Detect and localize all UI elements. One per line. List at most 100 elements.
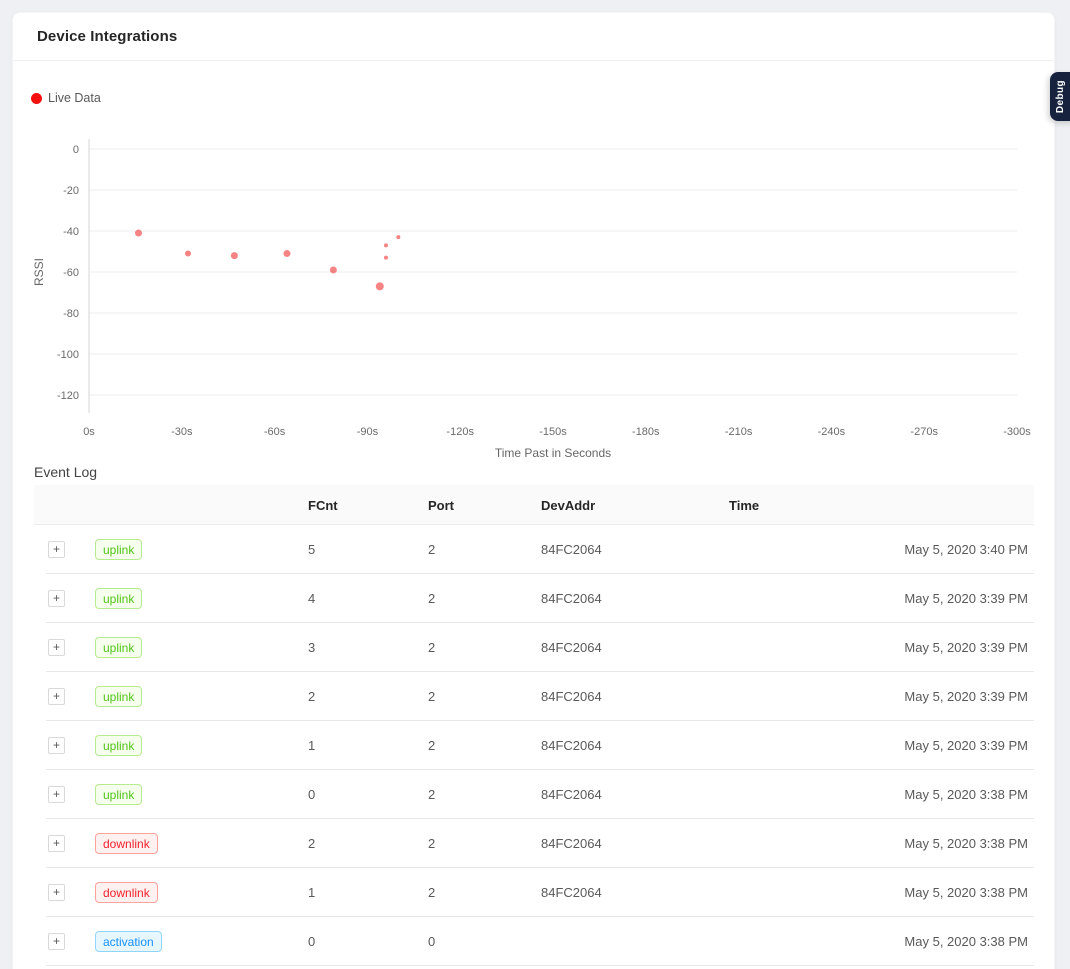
event-log-row: + downlink 1 2 84FC2064 May 5, 2020 3:38 PM [34,868,1034,917]
expand-row-button[interactable]: + [48,590,65,607]
event-log-table-header: FCnt Port DevAddr Time [34,485,1034,525]
expand-row-button[interactable]: + [48,786,65,803]
y-tick-label: -40 [63,226,79,238]
row-divider [46,965,1034,966]
data-point [330,266,337,273]
event-type-badge: uplink [95,784,142,805]
fcnt-cell: 2 [308,819,315,868]
x-tick-label: -210s [725,426,753,438]
time-cell: May 5, 2020 3:38 PM [904,917,1028,966]
x-tick-label: -30s [171,426,193,438]
devaddr-cell: 84FC2064 [541,770,602,819]
fcnt-cell: 1 [308,721,315,770]
column-header-fcnt: FCnt [308,485,338,525]
expand-row-button[interactable]: + [48,688,65,705]
devaddr-cell: 84FC2064 [541,525,602,574]
column-header-devaddr: DevAddr [541,485,595,525]
x-tick-label: -300s [1003,426,1031,438]
event-type-badge: activation [95,931,162,952]
event-log-row: + uplink 1 2 84FC2064 May 5, 2020 3:39 PM [34,721,1034,770]
event-type-badge: uplink [95,588,142,609]
expand-row-button[interactable]: + [48,835,65,852]
y-tick-label: 0 [73,144,79,156]
time-cell: May 5, 2020 3:39 PM [904,672,1028,721]
x-tick-label: -240s [818,426,846,438]
port-cell: 2 [428,623,435,672]
data-point [231,252,238,259]
time-cell: May 5, 2020 3:39 PM [904,721,1028,770]
fcnt-cell: 1 [308,868,315,917]
expand-row-button[interactable]: + [48,884,65,901]
port-cell: 2 [428,868,435,917]
y-tick-label: -100 [57,349,79,361]
x-tick-label: -90s [357,426,379,438]
event-log-table: FCnt Port DevAddr Time + uplink 5 2 84FC2064… [34,485,1034,966]
port-cell: 0 [428,917,435,966]
debug-tab[interactable]: Debug [1050,72,1070,121]
event-log-row: + activation 0 0 May 5, 2020 3:38 PM [34,917,1034,966]
port-cell: 2 [428,525,435,574]
fcnt-cell: 4 [308,574,315,623]
y-tick-label: -60 [63,267,79,279]
time-cell: May 5, 2020 3:38 PM [904,770,1028,819]
expand-row-button[interactable]: + [48,541,65,558]
time-cell: May 5, 2020 3:38 PM [904,868,1028,917]
data-point [283,250,290,257]
page-title: Device Integrations [37,28,177,45]
y-tick-label: -80 [63,308,79,320]
column-header-time: Time [729,485,759,525]
x-axis-title: Time Past in Seconds [495,446,611,460]
time-cell: May 5, 2020 3:39 PM [904,623,1028,672]
expand-row-button[interactable]: + [48,639,65,656]
event-log-title: Event Log [34,464,97,480]
data-point [384,243,388,247]
x-tick-label: -180s [632,426,660,438]
card-header: Device Integrations [13,13,1054,61]
live-data-dot-icon [31,93,42,104]
fcnt-cell: 2 [308,672,315,721]
event-type-badge: downlink [95,882,158,903]
fcnt-cell: 3 [308,623,315,672]
port-cell: 2 [428,721,435,770]
data-point [396,235,400,239]
event-type-badge: uplink [95,735,142,756]
event-log-row: +uplink4284FC2064May 5, 2020 3:39 PM [34,574,1034,623]
live-data-legend: Live Data [31,87,101,109]
port-cell: 2 [428,770,435,819]
x-tick-label: -120s [446,426,474,438]
event-log-row: + downlink 2 2 84FC2064 May 5, 2020 3:38 PM [34,819,1034,868]
x-tick-label: 0s [83,426,95,438]
expand-row-button[interactable]: + [48,933,65,950]
y-axis-title: RSSI [32,258,46,286]
data-point [376,282,384,290]
time-cell: May 5, 2020 3:39 PM [904,574,1028,623]
event-log-row: + uplink 3 2 84FC2064 May 5, 2020 3:39 PM [34,623,1034,672]
devaddr-cell: 84FC2064 [541,868,602,917]
event-type-badge: downlink [95,833,158,854]
event-log-row: + uplink 0 2 84FC2064 May 5, 2020 3:38 PM [34,770,1034,819]
expand-row-button[interactable]: + [48,737,65,754]
time-cell: May 5, 2020 3:38 PM [904,819,1028,868]
event-log-row: + uplink 5 2 84FC2064 May 5, 2020 3:40 PM [34,525,1034,574]
port-cell: 2 [428,819,435,868]
port-cell: 2 [428,574,435,623]
time-cell: May 5, 2020 3:40 PM [904,525,1028,574]
fcnt-cell: 5 [308,525,315,574]
column-header-port: Port [428,485,454,525]
event-type-badge: uplink [95,637,142,658]
event-log-table-body: + uplink 5 2 84FC2064 May 5, 2020 3:40 PM + upl… [34,525,1034,966]
fcnt-cell: 0 [308,770,315,819]
devaddr-cell: 84FC2064 [541,623,602,672]
data-point [384,256,388,260]
y-tick-label: -120 [57,390,79,402]
event-log-row: +uplink2284FC2064May 5, 2020 3:39 PM [34,672,1034,721]
event-type-badge: uplink [95,539,142,560]
devaddr-cell: 84FC2064 [541,819,602,868]
devaddr-cell: 84FC2064 [541,672,602,721]
x-tick-label: -270s [910,426,938,438]
data-point [135,230,142,237]
x-tick-label: -150s [539,426,567,438]
devaddr-cell: 84FC2064 [541,721,602,770]
event-type-badge: uplink [95,686,142,707]
fcnt-cell: 0 [308,917,315,966]
